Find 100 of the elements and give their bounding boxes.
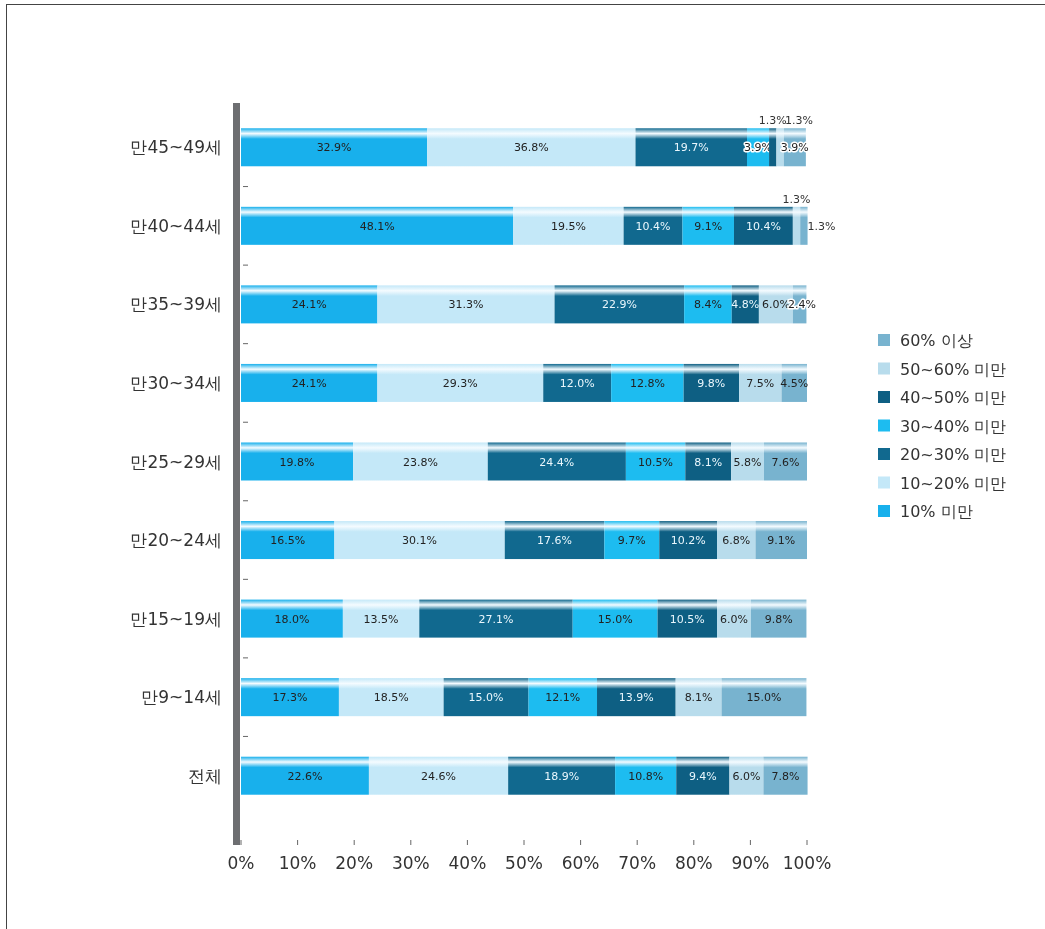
data-label: 7.6% — [771, 455, 800, 469]
bar — [800, 206, 808, 245]
data-label: 10.5% — [638, 455, 674, 469]
bar — [682, 206, 734, 245]
data-label: 19.8% — [279, 455, 315, 469]
bar — [338, 678, 444, 717]
legend-label: 30~40% 미만 — [900, 416, 1007, 436]
data-label: 27.1% — [478, 612, 514, 626]
data-label: 24.1% — [291, 376, 327, 390]
bar — [659, 521, 718, 560]
bar — [763, 442, 807, 481]
data-label: 10.8% — [628, 769, 664, 783]
bar — [528, 678, 598, 717]
data-label: 1.3% — [807, 219, 836, 233]
bar — [729, 756, 764, 795]
data-label: 6.8% — [722, 534, 751, 548]
bar — [597, 678, 676, 717]
bar — [733, 206, 793, 245]
bar — [635, 128, 747, 167]
data-label: 17.6% — [537, 534, 573, 548]
bar — [657, 599, 718, 638]
data-label: 12.0% — [559, 376, 595, 390]
data-label: 6.0% — [720, 612, 748, 626]
bar — [611, 363, 684, 402]
data-label: 6.0% — [761, 298, 790, 312]
bar — [241, 206, 514, 245]
data-label: 18.9% — [544, 769, 580, 783]
legend-label: 10~20% 미만 — [900, 473, 1007, 493]
x-tick-label: 80% — [674, 853, 713, 873]
data-label: 9.1% — [694, 219, 723, 233]
x-tick-label: 70% — [618, 853, 657, 873]
x-tick-label: 20% — [335, 853, 374, 873]
data-label: 10.2% — [670, 534, 706, 548]
y-tick-label: 만25~29세 — [130, 451, 222, 472]
data-label: 18.5% — [373, 691, 409, 705]
bar — [241, 521, 335, 560]
data-label: 29.3% — [442, 376, 478, 390]
data-label: 8.1% — [694, 455, 723, 469]
bar — [543, 363, 612, 402]
y-tick-label: 만9~14세 — [141, 687, 222, 708]
data-label: 9.8% — [697, 376, 726, 390]
x-tick-label: 40% — [448, 853, 487, 873]
data-label: 2.4% — [788, 298, 817, 312]
x-tick-label: 30% — [391, 853, 430, 873]
bar — [684, 285, 732, 324]
x-tick-label: 60% — [561, 853, 600, 873]
bar — [721, 678, 807, 717]
data-label: 32.9% — [316, 141, 352, 155]
bar — [731, 442, 764, 481]
data-label: 7.5% — [746, 376, 775, 390]
bar — [604, 521, 660, 560]
data-label: 15.0% — [746, 691, 782, 705]
bar — [368, 756, 509, 795]
data-label: 12.1% — [545, 691, 581, 705]
bar — [685, 442, 732, 481]
bar — [241, 285, 378, 324]
data-label: 7.8% — [771, 769, 800, 783]
bar — [504, 521, 605, 560]
bar — [342, 599, 420, 638]
data-label: 4.8% — [731, 298, 760, 312]
data-label: 22.6% — [287, 769, 323, 783]
bar — [377, 285, 555, 324]
bar — [353, 442, 488, 481]
y-tick-label: 만45~49세 — [130, 137, 222, 158]
data-label: 9.1% — [767, 534, 796, 548]
bar — [241, 678, 339, 717]
data-label: 9.8% — [764, 612, 793, 626]
bar — [792, 206, 801, 245]
data-label: 8.4% — [693, 298, 722, 312]
data-label: 10.4% — [745, 219, 781, 233]
y-tick-label: 만15~19세 — [130, 608, 222, 629]
x-tick-label: 90% — [731, 853, 770, 873]
bar — [508, 756, 616, 795]
data-label: 22.9% — [601, 298, 637, 312]
data-label: 10.4% — [635, 219, 671, 233]
data-label: 6.0% — [732, 769, 761, 783]
bar — [623, 206, 683, 245]
legend-label: 60% 이상 — [900, 331, 973, 350]
bar — [717, 599, 751, 638]
bar — [769, 128, 777, 167]
data-label: 3.9% — [744, 141, 773, 155]
data-label: 1.3% — [758, 114, 787, 128]
data-label: 17.3% — [272, 691, 308, 705]
bar — [675, 678, 722, 717]
data-label: 13.5% — [363, 612, 399, 626]
x-tick-label: 50% — [505, 853, 543, 873]
data-label: 8.1% — [684, 691, 713, 705]
data-label: 12.8% — [629, 376, 665, 390]
bar — [377, 363, 544, 402]
bar — [241, 128, 428, 167]
data-label: 15.0% — [597, 612, 633, 626]
bar — [487, 442, 626, 481]
x-tick-label: 0% — [227, 853, 255, 873]
bar — [334, 521, 505, 560]
data-label: 19.7% — [673, 141, 709, 155]
data-label: 13.9% — [618, 691, 654, 705]
data-label: 1.3% — [782, 192, 811, 206]
data-label: 15.0% — [468, 691, 504, 705]
bar — [572, 599, 658, 638]
y-tick-label: 만20~24세 — [130, 530, 222, 551]
